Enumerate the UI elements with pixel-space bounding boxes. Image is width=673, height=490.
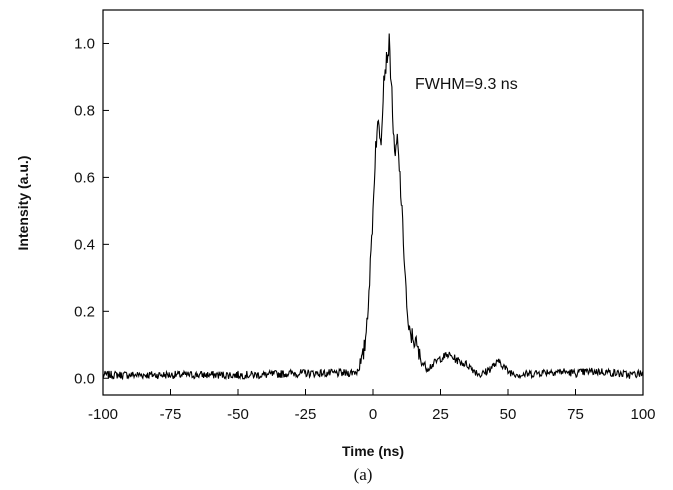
x-tick-label: 75 (567, 406, 584, 423)
x-tick-label: -75 (160, 406, 182, 423)
y-tick-label: 1.0 (74, 35, 95, 52)
x-axis-title: Time (ns) (342, 443, 404, 459)
fwhm-annotation: FWHM=9.3 ns (415, 76, 518, 93)
y-tick-label: 0.6 (74, 169, 95, 186)
x-tick-label: -50 (227, 406, 249, 423)
series-line-intensity (102, 33, 644, 381)
x-tick-label: -25 (295, 406, 317, 423)
y-axis-ticks: 0.0 0.2 0.4 0.6 0.8 1.0 (74, 35, 109, 387)
x-tick-label: 50 (500, 406, 517, 423)
y-tick-label: 0.2 (74, 303, 95, 320)
x-tick-label: 0 (369, 406, 377, 423)
y-tick-label: 0.8 (74, 102, 95, 119)
x-axis-ticks: -100 -75 -50 -25 0 25 50 75 100 (88, 389, 656, 423)
y-axis-title: Intensity (a.u.) (15, 156, 31, 251)
figure-caption: (a) (354, 465, 373, 484)
plot-area: -100 -75 -50 -25 0 25 50 75 100 0.0 0.2 0.4 0.6 0.8 1… (74, 9, 656, 423)
y-tick-label: 0.4 (74, 236, 95, 253)
x-tick-label: -100 (88, 406, 118, 423)
y-tick-label: 0.0 (74, 370, 95, 387)
x-tick-label: 25 (432, 406, 449, 423)
x-tick-label: 100 (630, 406, 655, 423)
